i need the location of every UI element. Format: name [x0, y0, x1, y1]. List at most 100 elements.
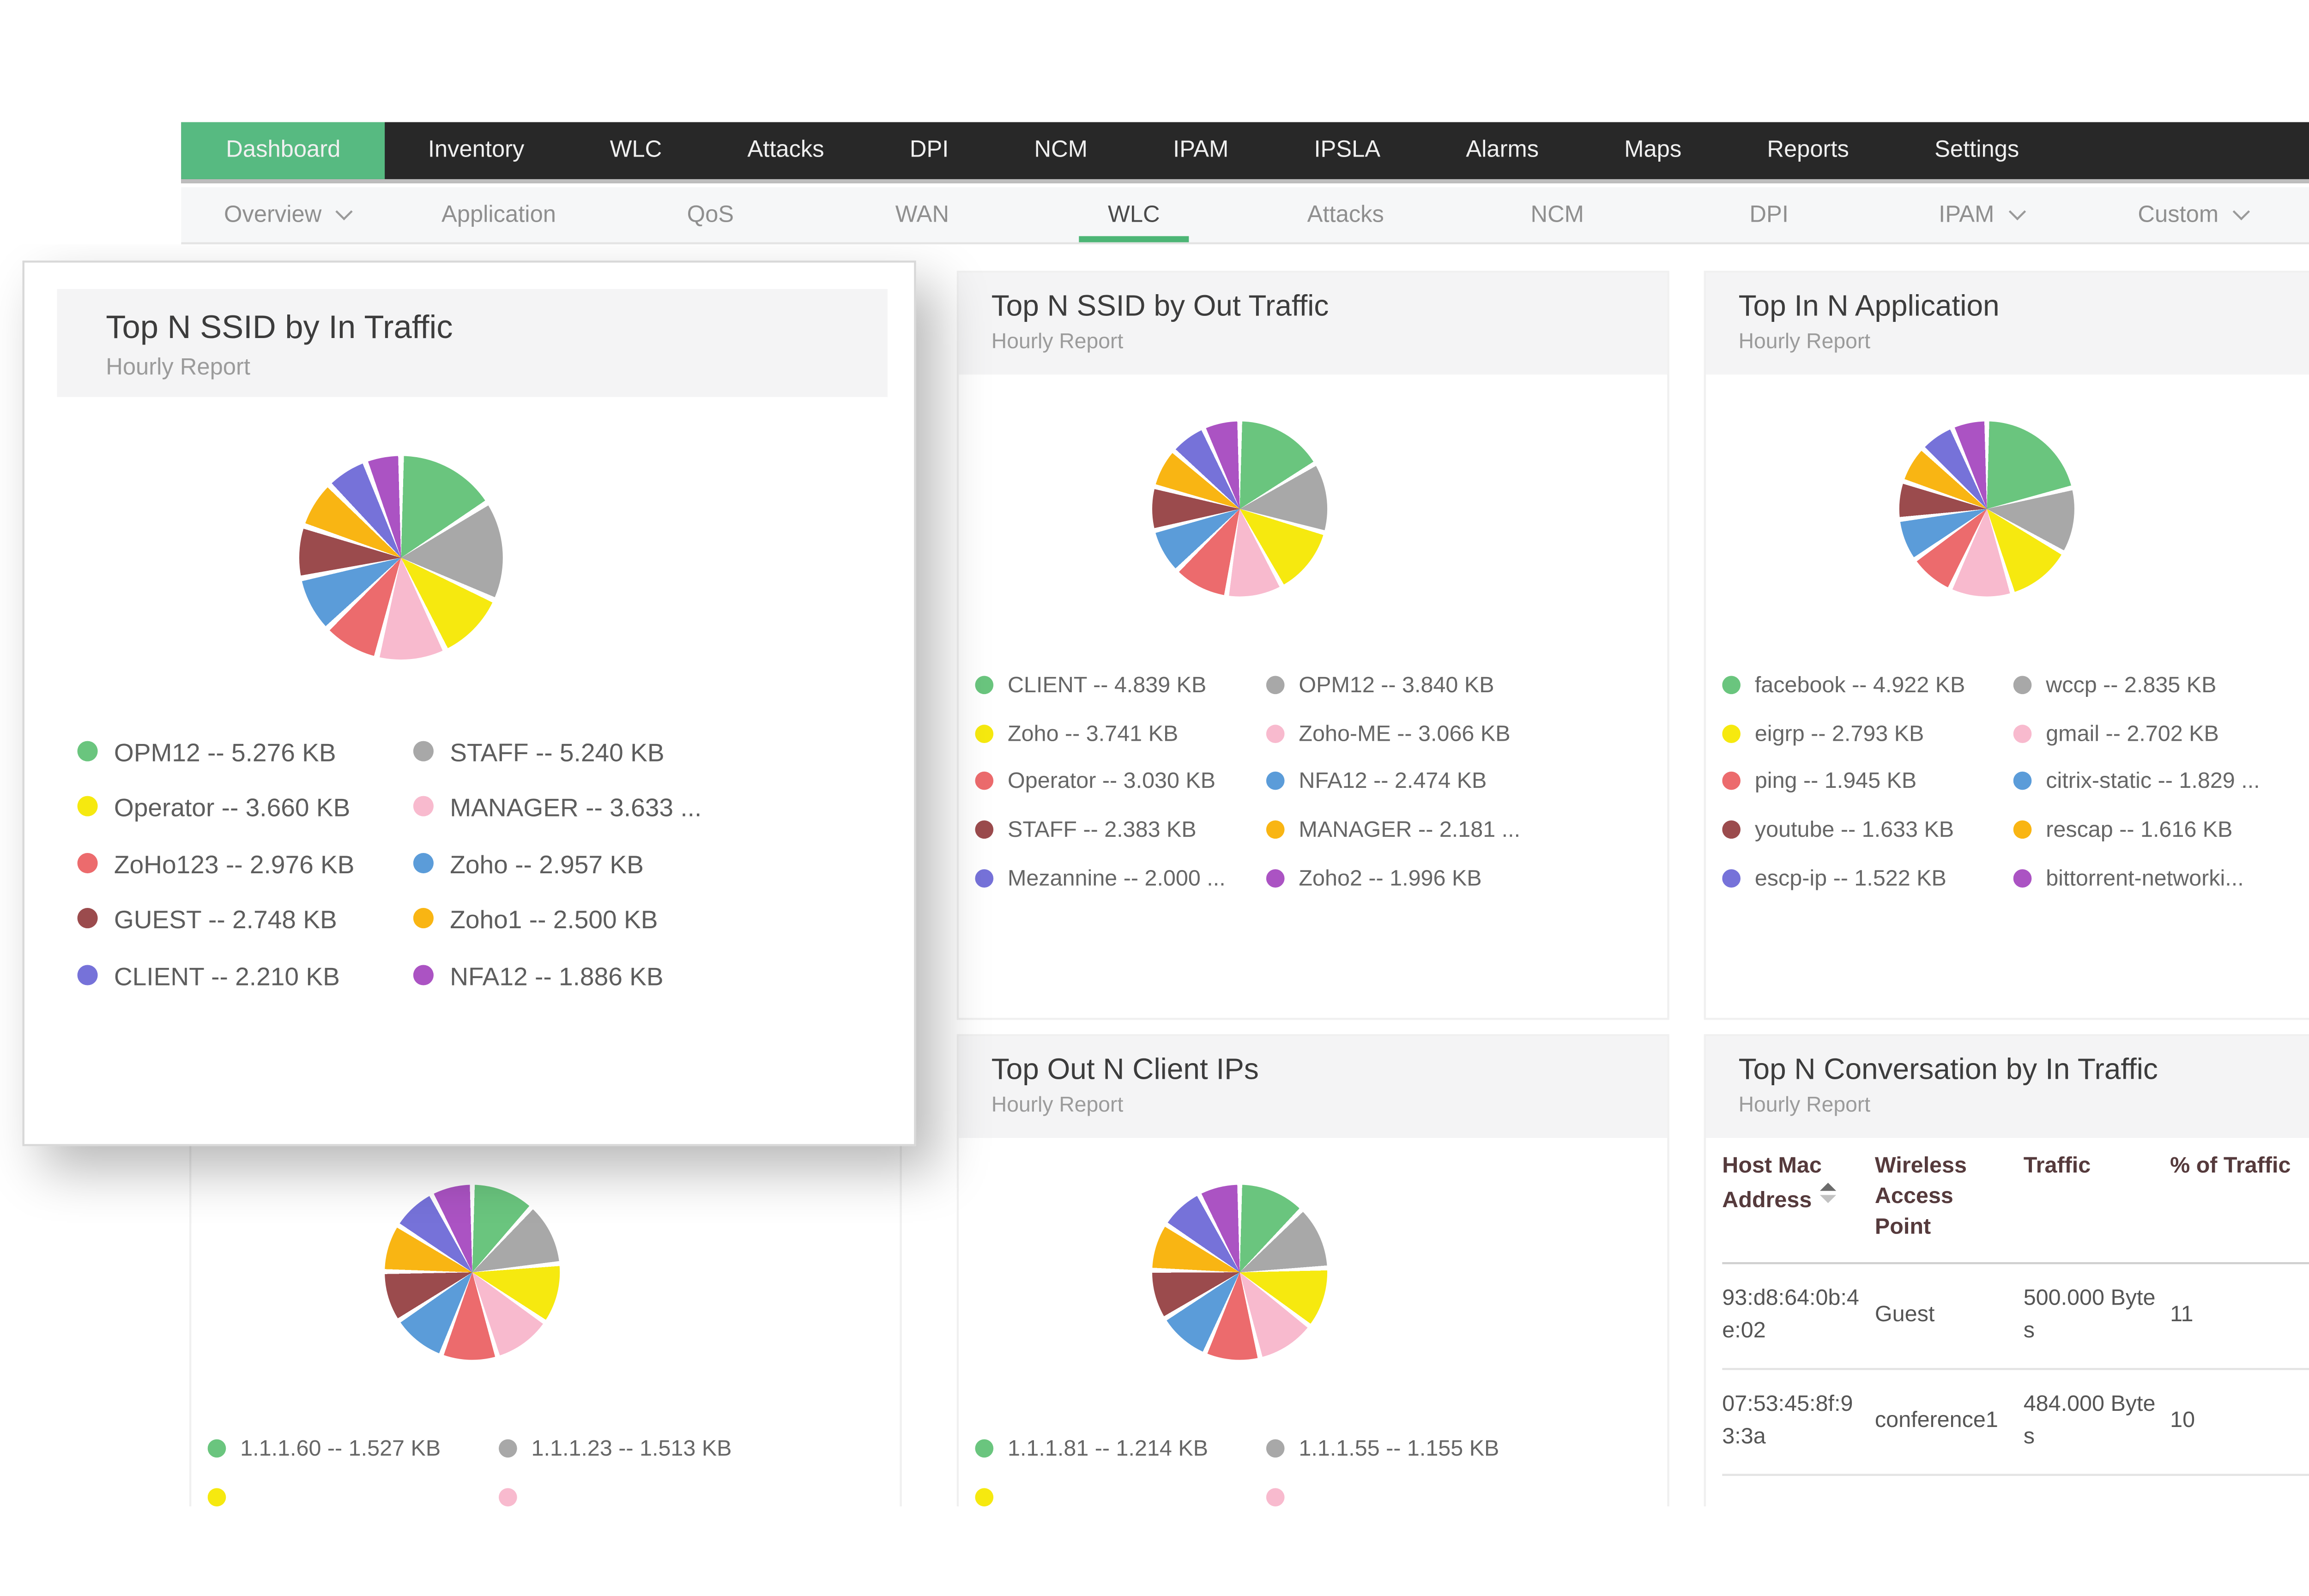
top-navbar: Dashboard Inventory WLC Attacks DPI NCM …: [181, 122, 2309, 183]
nav-tab-wlc[interactable]: WLC: [610, 138, 662, 163]
pie-legend: 1.1.1.60 -- 1.527 KB 1.1.1.23 -- 1.513 KB: [207, 1437, 888, 1506]
legend-dot: [499, 1439, 517, 1458]
legend-dot: [2013, 772, 2032, 791]
legend-item: NFA12 -- 1.886 KB: [413, 962, 894, 991]
legend-label: eigrp -- 2.793 KB: [1754, 722, 1924, 747]
subnav-tab-overview[interactable]: Overview: [181, 187, 393, 242]
legend-item: 1.1.1.81 -- 1.214 KB: [975, 1437, 1266, 1463]
legend-dot: [1266, 1439, 1285, 1458]
card-subtitle: Hourly Report: [1738, 1093, 1871, 1118]
subnav-tab-attacks[interactable]: Attacks: [1307, 202, 1384, 227]
legend-item: CLIENT -- 2.210 KB: [77, 962, 413, 991]
legend-label: OPM12 -- 5.276 KB: [114, 739, 336, 768]
legend-label: Operator -- 3.660 KB: [114, 794, 351, 823]
legend-label: gmail -- 2.702 KB: [2046, 722, 2219, 747]
nav-tab-alarms[interactable]: Alarms: [1466, 138, 1539, 163]
widget-card-ssid-out-traffic: Top N SSID by Out Traffic Hourly Report …: [956, 271, 1669, 1020]
nav-tab-ncm[interactable]: NCM: [1034, 138, 1088, 163]
pie-chart[interactable]: [298, 456, 502, 660]
nav-tab-attacks[interactable]: Attacks: [747, 138, 824, 163]
legend-dot: [975, 820, 994, 839]
legend-item: Operator -- 3.660 KB: [77, 794, 413, 824]
legend-item: Zoho1 -- 2.500 KB: [413, 906, 894, 935]
subnav-tab-wan[interactable]: WAN: [895, 202, 949, 227]
legend-item: youtube -- 1.633 KB: [1722, 818, 2013, 844]
pie-chart[interactable]: [1152, 1185, 1328, 1360]
legend-item: Zoho -- 3.741 KB: [975, 722, 1266, 748]
legend-dot: [77, 797, 98, 817]
table-cell: 500.000 Bytes: [2023, 1285, 2156, 1344]
nav-tab-ipsla[interactable]: IPSLA: [1314, 138, 1381, 163]
subnav-tab-qos[interactable]: QoS: [687, 202, 734, 227]
legend-dot: [77, 741, 98, 762]
card-subtitle: Hourly Report: [106, 356, 250, 381]
legend-label: CLIENT -- 4.839 KB: [1008, 674, 1207, 698]
nav-tab-settings[interactable]: Settings: [1934, 138, 2019, 163]
card-header: Top In N Application Hourly Report: [1706, 272, 2309, 375]
legend-item: GUEST -- 2.748 KB: [77, 906, 413, 935]
legend-item: 1.1.1.55 -- 1.155 KB: [1266, 1437, 1655, 1463]
legend-label: MANAGER -- 3.633 ...: [450, 794, 702, 823]
legend-item: 1.1.1.23 -- 1.513 KB: [499, 1437, 888, 1463]
legend-item: Zoho2 -- 1.996 KB: [1266, 866, 1655, 892]
legend-dot: [1266, 772, 1285, 791]
chevron-down-icon: [2008, 203, 2025, 221]
pie-chart[interactable]: [1152, 421, 1328, 597]
legend-label: Zoho-ME -- 3.066 KB: [1299, 722, 1511, 747]
legend-item: STAFF -- 2.383 KB: [975, 818, 1266, 844]
nav-tab-reports[interactable]: Reports: [1767, 138, 1849, 163]
pie-chart[interactable]: [1899, 421, 2074, 597]
subnav-tab-wlc[interactable]: WLC: [1028, 187, 1239, 242]
legend-item: 1.1.1.60 -- 1.527 KB: [207, 1437, 499, 1463]
legend-item: ping -- 1.945 KB: [1722, 770, 2013, 796]
card-header: Top N SSID by Out Traffic Hourly Report: [959, 272, 1668, 375]
subnav-tab-custom[interactable]: Custom: [2086, 187, 2298, 242]
legend-label: Zoho -- 3.741 KB: [1008, 722, 1179, 747]
legend-label: youtube -- 1.633 KB: [1754, 818, 1954, 843]
dashboard-canvas: Top N SSID by Out Traffic Hourly Report …: [0, 244, 2309, 1507]
legend-label: MANAGER -- 2.181 ...: [1299, 818, 1521, 843]
subnav-tab-application[interactable]: Application: [441, 202, 556, 227]
legend-item: [499, 1485, 888, 1506]
legend-label: bittorrent-networki...: [2046, 866, 2244, 891]
legend-dot: [975, 868, 994, 887]
pie-legend: CLIENT -- 4.839 KB OPM12 -- 3.840 KB Zoho …: [975, 674, 1655, 892]
legend-dot: [975, 772, 994, 791]
legend-dot: [207, 1487, 226, 1506]
widget-card-ssid-in-traffic-dragged[interactable]: Top N SSID by In Traffic Hourly Report O…: [22, 260, 916, 1146]
legend-dot: [77, 908, 98, 929]
legend-label: Zoho1 -- 2.500 KB: [450, 906, 658, 935]
legend-item: gmail -- 2.702 KB: [2013, 722, 2309, 748]
nav-tab-ipam[interactable]: IPAM: [1173, 138, 1229, 163]
legend-dot: [1722, 772, 1741, 791]
widget-card-conversation-in: Top N Conversation by In Traffic Hourly …: [1704, 1034, 2309, 1507]
pie-chart[interactable]: [385, 1185, 560, 1360]
table-cell: 11: [2170, 1302, 2194, 1327]
sort-icon[interactable]: [1820, 1182, 1837, 1203]
legend-dot: [1266, 676, 1285, 695]
legend-item: citrix-static -- 1.829 ...: [2013, 770, 2309, 796]
legend-dot: [413, 908, 434, 929]
subnav-tab-dpi[interactable]: DPI: [1749, 202, 1789, 227]
nav-tab-inventory[interactable]: Inventory: [428, 138, 525, 163]
table-cell: 10: [2170, 1408, 2195, 1433]
legend-dot: [413, 852, 434, 873]
legend-item: MANAGER -- 3.633 ...: [413, 795, 894, 824]
legend-item: bittorrent-networki...: [2013, 866, 2309, 892]
nav-tab-dashboard[interactable]: Dashboard: [181, 122, 386, 179]
chevron-down-icon: [2232, 203, 2250, 221]
legend-item: OPM12 -- 5.276 KB: [77, 739, 413, 768]
subnav-tab-ncm[interactable]: NCM: [1530, 202, 1584, 227]
card-title: Top Out N Client IPs: [991, 1054, 1259, 1087]
nav-tab-dpi[interactable]: DPI: [909, 138, 949, 163]
legend-item: eigrp -- 2.793 KB: [1722, 722, 2013, 748]
legend-item: NFA12 -- 2.474 KB: [1266, 770, 1655, 796]
legend-item: Zoho -- 2.957 KB: [413, 851, 894, 880]
legend-label: OPM12 -- 3.840 KB: [1299, 674, 1494, 698]
table-header-cell[interactable]: Host Mac Address: [1722, 1152, 1875, 1243]
legend-item: ZoHo123 -- 2.976 KB: [77, 851, 413, 880]
legend-label: escp-ip -- 1.522 KB: [1754, 866, 1946, 891]
subnav-tab-ipam[interactable]: IPAM: [1875, 187, 2086, 242]
pie-legend: facebook -- 4.922 KB wccp -- 2.835 KB eigr…: [1722, 674, 2309, 892]
nav-tab-maps[interactable]: Maps: [1624, 138, 1682, 163]
